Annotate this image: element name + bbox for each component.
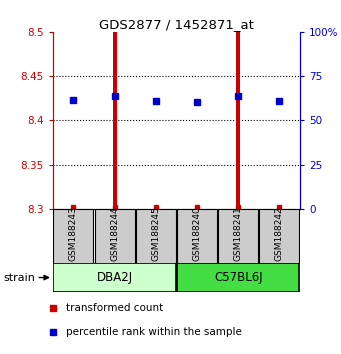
- Bar: [260, 209, 299, 264]
- Bar: [177, 263, 299, 292]
- Bar: [218, 209, 258, 264]
- Bar: [54, 263, 176, 292]
- Text: GSM188244: GSM188244: [110, 206, 119, 261]
- Bar: [95, 209, 135, 264]
- Text: percentile rank within the sample: percentile rank within the sample: [66, 327, 242, 337]
- Text: GSM188240: GSM188240: [193, 206, 202, 261]
- Bar: [177, 209, 217, 264]
- Bar: [113, 32, 117, 209]
- Bar: [136, 209, 176, 264]
- Text: strain: strain: [3, 273, 35, 282]
- Bar: [236, 32, 240, 209]
- Text: C57BL6J: C57BL6J: [214, 271, 263, 284]
- Title: GDS2877 / 1452871_at: GDS2877 / 1452871_at: [99, 18, 254, 31]
- Text: DBA2J: DBA2J: [97, 271, 133, 284]
- Text: GSM188245: GSM188245: [151, 206, 160, 261]
- Text: transformed count: transformed count: [66, 303, 163, 313]
- Bar: [54, 209, 93, 264]
- Text: GSM188241: GSM188241: [234, 206, 243, 261]
- Text: GSM188243: GSM188243: [69, 206, 78, 261]
- Text: GSM188242: GSM188242: [275, 206, 284, 261]
